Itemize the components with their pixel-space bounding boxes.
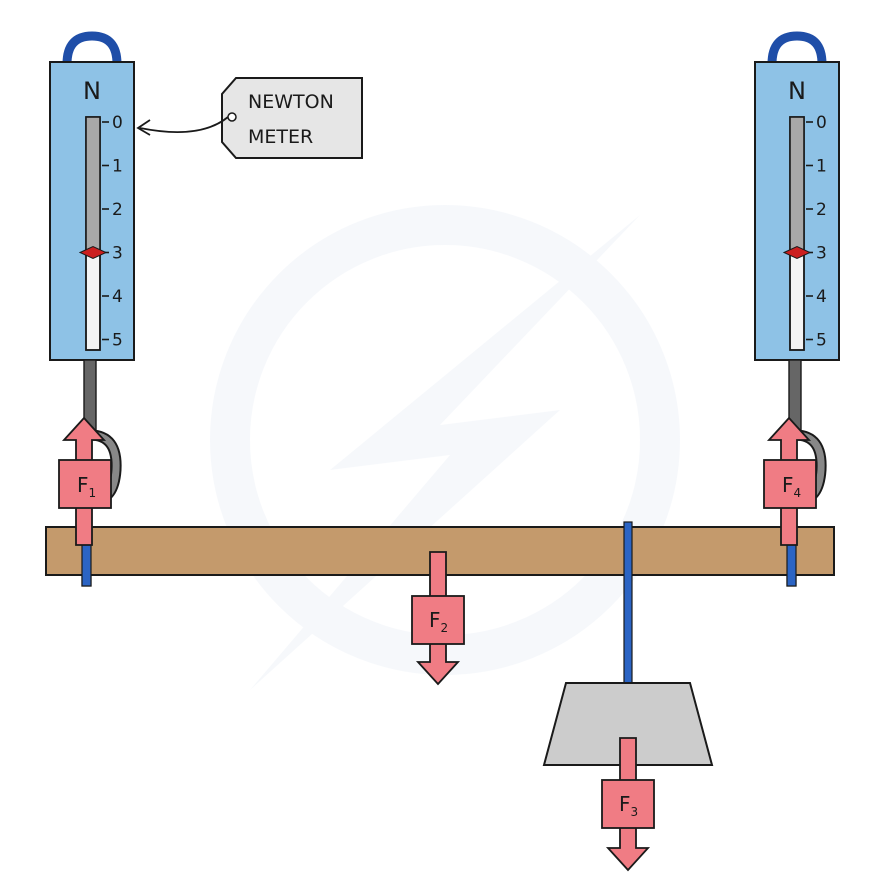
meter-tick-label-right: 3 xyxy=(816,244,827,264)
force-label-f1: F1 xyxy=(77,473,96,500)
callout-pointer-line xyxy=(139,116,229,133)
meter-tick-label-right: 5 xyxy=(816,331,827,351)
meter-pointer-left xyxy=(78,245,108,260)
meter-tick-label-left: 5 xyxy=(112,331,123,351)
meter-tick-label-left: 1 xyxy=(112,157,123,177)
meter-tick-label-right: 4 xyxy=(816,287,827,307)
meter-tick-label-right: 0 xyxy=(816,113,827,133)
meter-tick-label-right: 1 xyxy=(816,157,827,177)
newton-meter-callout: NEWTON METER xyxy=(136,77,363,159)
meter-tube-fill-left xyxy=(86,117,100,253)
newton-meter-right: N 0 1 2 3 4 5 xyxy=(754,31,840,506)
meter-tick-label-left: 2 xyxy=(112,200,123,220)
meter-unit-left: N xyxy=(83,77,101,105)
callout-tag-hole xyxy=(227,112,237,122)
force-label-f4: F4 xyxy=(782,473,801,500)
meter-tick-label-left: 0 xyxy=(112,113,123,133)
newton-meter-left: N 0 1 2 3 4 5 xyxy=(49,31,135,506)
meter-unit-right: N xyxy=(788,77,806,105)
meter-pointer-right xyxy=(782,245,812,260)
meter-tick-label-left: 4 xyxy=(112,287,123,307)
meter-scale-right: 0 1 2 3 4 5 xyxy=(806,113,827,351)
meter-ring-left xyxy=(62,31,122,69)
hanging-weight xyxy=(542,682,714,766)
force-arrow-f3: F3 xyxy=(601,737,655,872)
callout-tag xyxy=(221,77,363,159)
force-arrow-f2: F2 xyxy=(411,551,465,686)
callout-arrowhead xyxy=(136,119,151,136)
meter-tick-label-left: 3 xyxy=(112,244,123,264)
force-arrow-f4: F4 xyxy=(763,416,817,546)
force-label-f2: F2 xyxy=(429,608,448,635)
meter-ring-right xyxy=(767,31,827,69)
force-label-f3: F3 xyxy=(619,792,638,819)
meter-tick-label-right: 2 xyxy=(816,200,827,220)
weight-string xyxy=(623,521,633,686)
meter-scale-left: 0 1 2 3 4 5 xyxy=(102,113,123,351)
callout-line-1: NEWTON xyxy=(248,91,334,113)
callout-line-2: METER xyxy=(248,126,313,148)
meter-tube-fill-right xyxy=(790,117,804,253)
force-arrow-f1: F1 xyxy=(58,416,112,546)
